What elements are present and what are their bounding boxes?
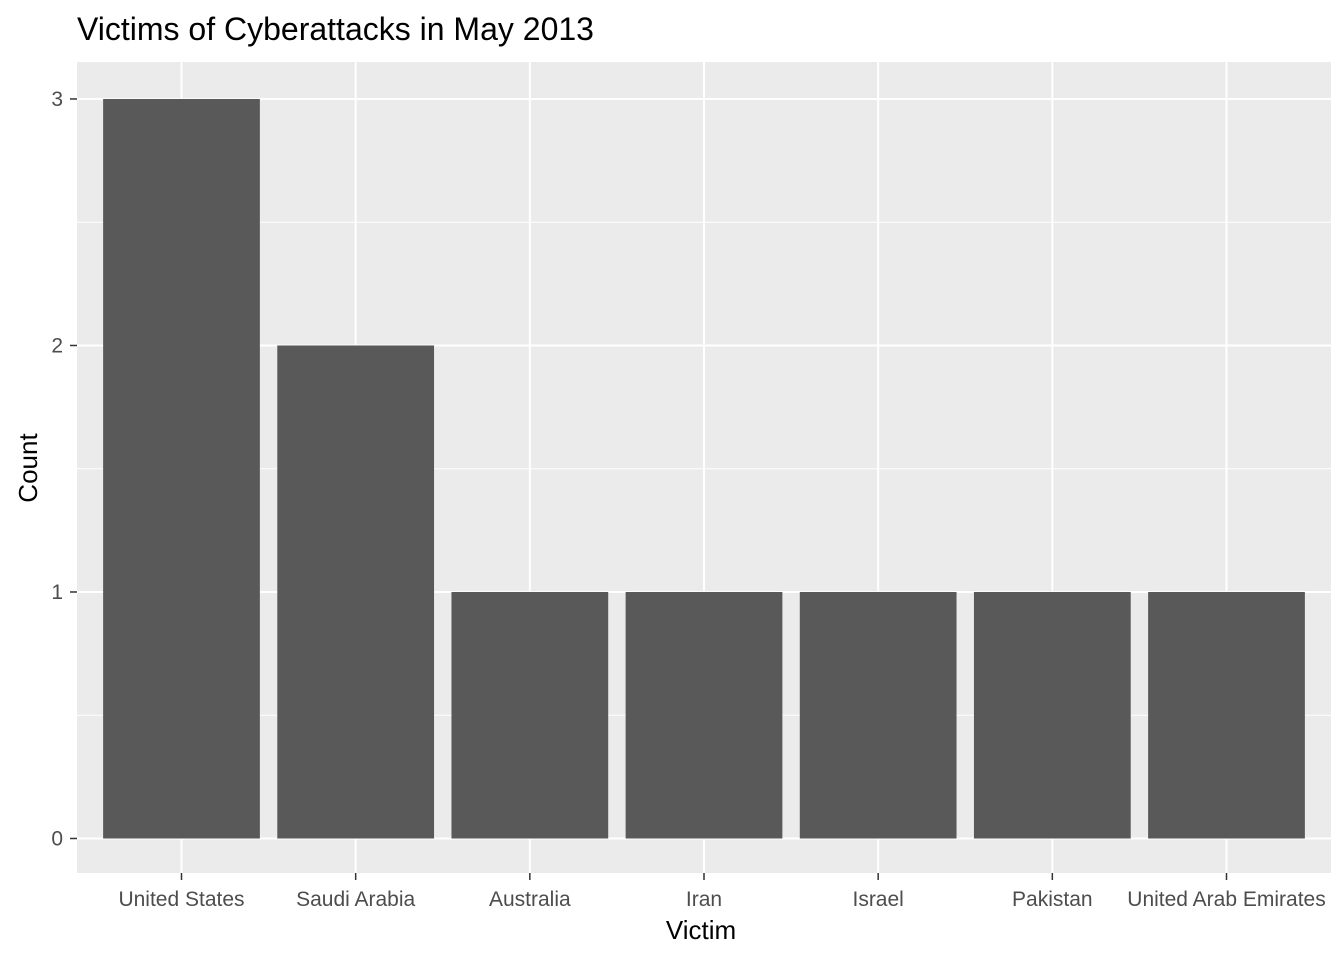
bars [103,98,1305,839]
bar [1148,591,1305,839]
x-tick-label: Pakistan [1012,888,1093,911]
x-tick-label: United States [118,888,244,911]
bar [973,591,1131,839]
y-axis-title: Count [13,433,43,503]
y-tick-label: 2 [51,334,63,357]
bar [277,345,435,839]
x-tick-label: Israel [852,888,903,911]
bar [799,591,957,839]
y-tick-label: 0 [51,827,63,850]
x-tick-label: United Arab Emirates [1127,888,1325,911]
y-tick-label: 3 [51,88,63,111]
x-tick-label: Saudi Arabia [296,888,415,911]
x-axis-title: Victim [666,915,736,945]
chart-title: Victims of Cyberattacks in May 2013 [77,11,594,47]
y-tick-label: 1 [51,581,63,604]
bar [451,591,609,839]
x-axis: United States Saudi Arabia Australia Iran Is… [118,873,1326,911]
bar [103,98,260,839]
x-tick-label: Iran [686,888,722,911]
y-axis: 0 1 2 3 [51,88,77,850]
bar [625,591,783,839]
x-tick-label: Australia [489,888,571,911]
